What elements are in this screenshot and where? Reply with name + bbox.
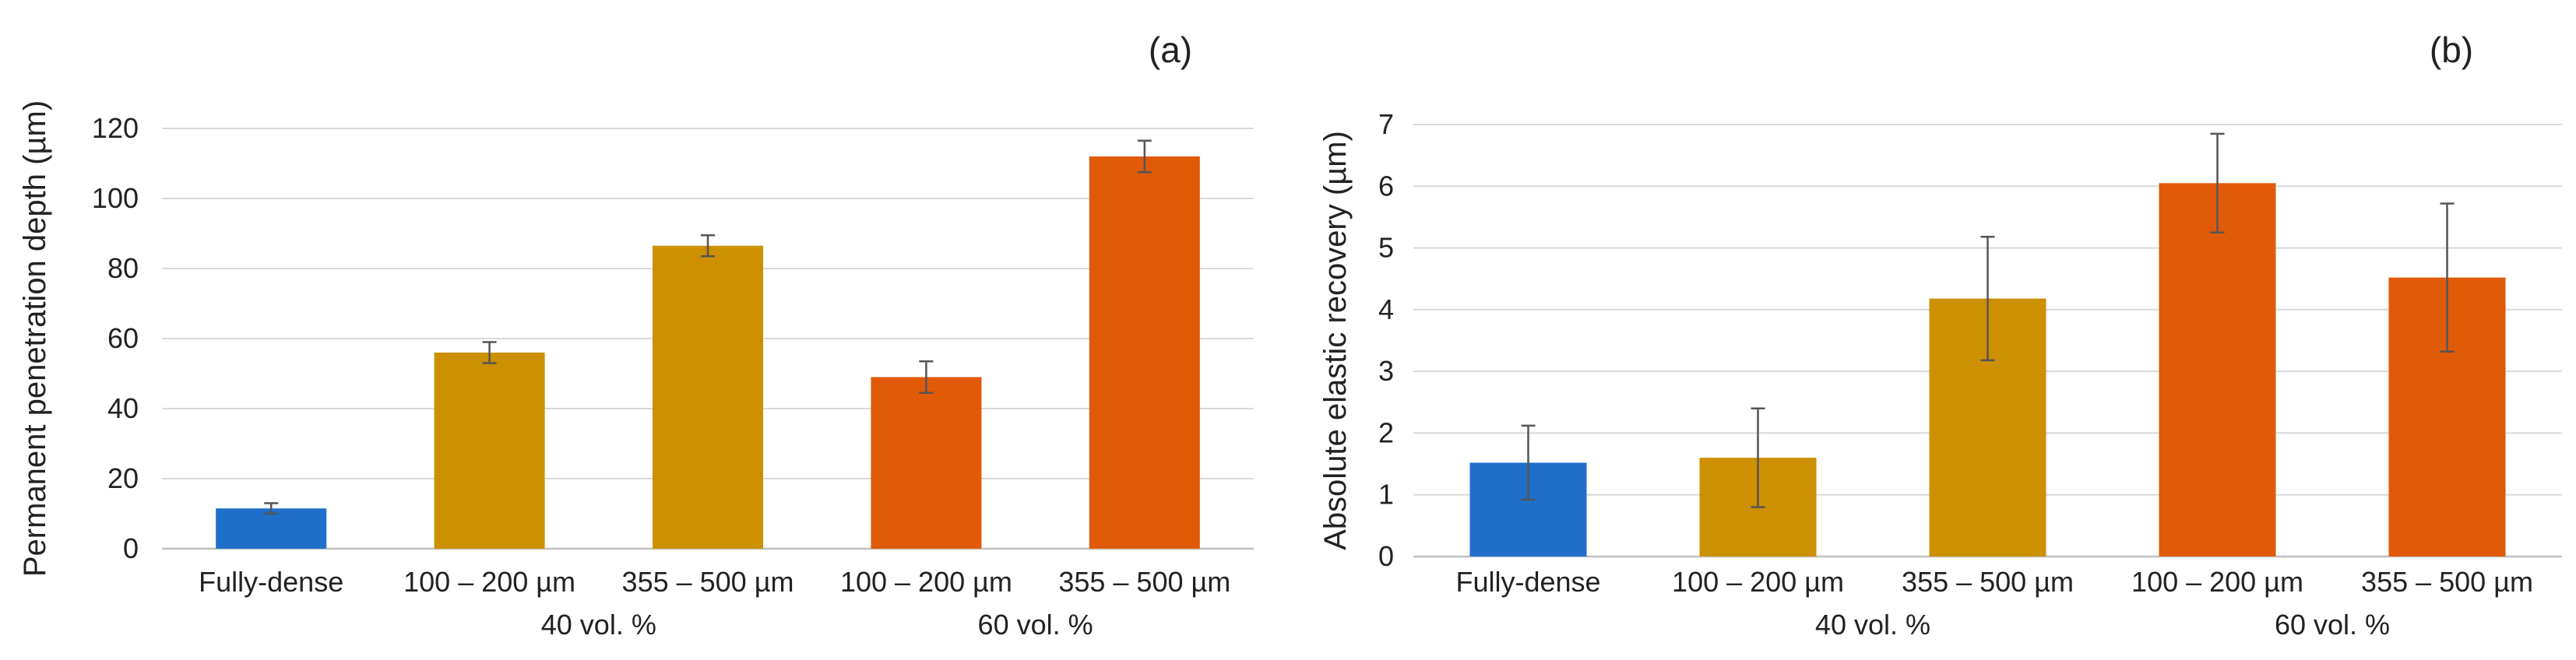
chart-a-category-label: Fully-dense xyxy=(199,566,343,598)
chart-b-y-tick-label: 7 xyxy=(1378,108,1394,140)
chart-a-group-label: 40 vol. % xyxy=(541,609,656,641)
chart-a-bar xyxy=(1089,156,1200,549)
chart-a-y-tick-label: 80 xyxy=(107,252,139,284)
chart-b: 0 1 2 3 4 5 6 7 Absolute elastic recovery (µm) (b… xyxy=(1318,30,2562,641)
chart-b-y-tick-label: 6 xyxy=(1378,170,1394,202)
chart-a-y-tick-label: 60 xyxy=(107,322,139,354)
chart-b-category-label: 355 – 500 µm xyxy=(2361,566,2533,598)
chart-b-y-tick-label: 4 xyxy=(1378,293,1394,325)
chart-b-y-tick-label: 2 xyxy=(1378,416,1394,448)
chart-b-category-label: 355 – 500 µm xyxy=(1902,566,2074,598)
chart-b-y-tick-label: 5 xyxy=(1378,232,1394,264)
chart-a-y-tick-label: 0 xyxy=(123,532,139,564)
chart-a: 0 20 40 60 80 100 120 Permanent penetration dep… xyxy=(18,30,1254,641)
chart-b-group-label: 40 vol. % xyxy=(1815,609,1930,641)
chart-a-y-tick-label: 120 xyxy=(92,112,139,144)
chart-b-category-label: 100 – 200 µm xyxy=(1672,566,1844,598)
chart-a-y-tick-label: 20 xyxy=(107,462,139,494)
chart-a-bar xyxy=(434,353,545,549)
chart-a-panel-label: (a) xyxy=(1149,30,1192,70)
chart-b-category-label: 100 – 200 µm xyxy=(2131,566,2303,598)
chart-b-y-tick-label: 0 xyxy=(1378,540,1394,572)
chart-a-y-tick-label: 40 xyxy=(107,392,139,424)
chart-b-panel-label: (b) xyxy=(2430,30,2473,70)
chart-a-bar xyxy=(871,377,982,549)
chart-b-category-label: Fully-dense xyxy=(1455,566,1600,598)
chart-b-group-label: 60 vol. % xyxy=(2275,609,2390,641)
chart-a-y-tick-label: 100 xyxy=(92,182,139,214)
chart-b-y-tick-label: 3 xyxy=(1378,355,1394,387)
chart-a-y-axis-title: Permanent penetration depth (µm) xyxy=(18,100,52,577)
chart-a-category-label: 355 – 500 µm xyxy=(622,566,794,598)
chart-a-category-label: 100 – 200 µm xyxy=(403,566,575,598)
chart-b-y-tick-label: 1 xyxy=(1378,479,1394,511)
chart-a-bar xyxy=(216,508,327,549)
chart-b-bar xyxy=(2159,183,2276,557)
chart-a-bar xyxy=(653,245,763,549)
chart-a-category-label: 100 – 200 µm xyxy=(840,566,1012,598)
chart-a-category-label: 355 – 500 µm xyxy=(1058,566,1230,598)
chart-b-y-axis-title: Absolute elastic recovery (µm) xyxy=(1318,131,1353,550)
chart-a-group-label: 60 vol. % xyxy=(978,609,1093,641)
